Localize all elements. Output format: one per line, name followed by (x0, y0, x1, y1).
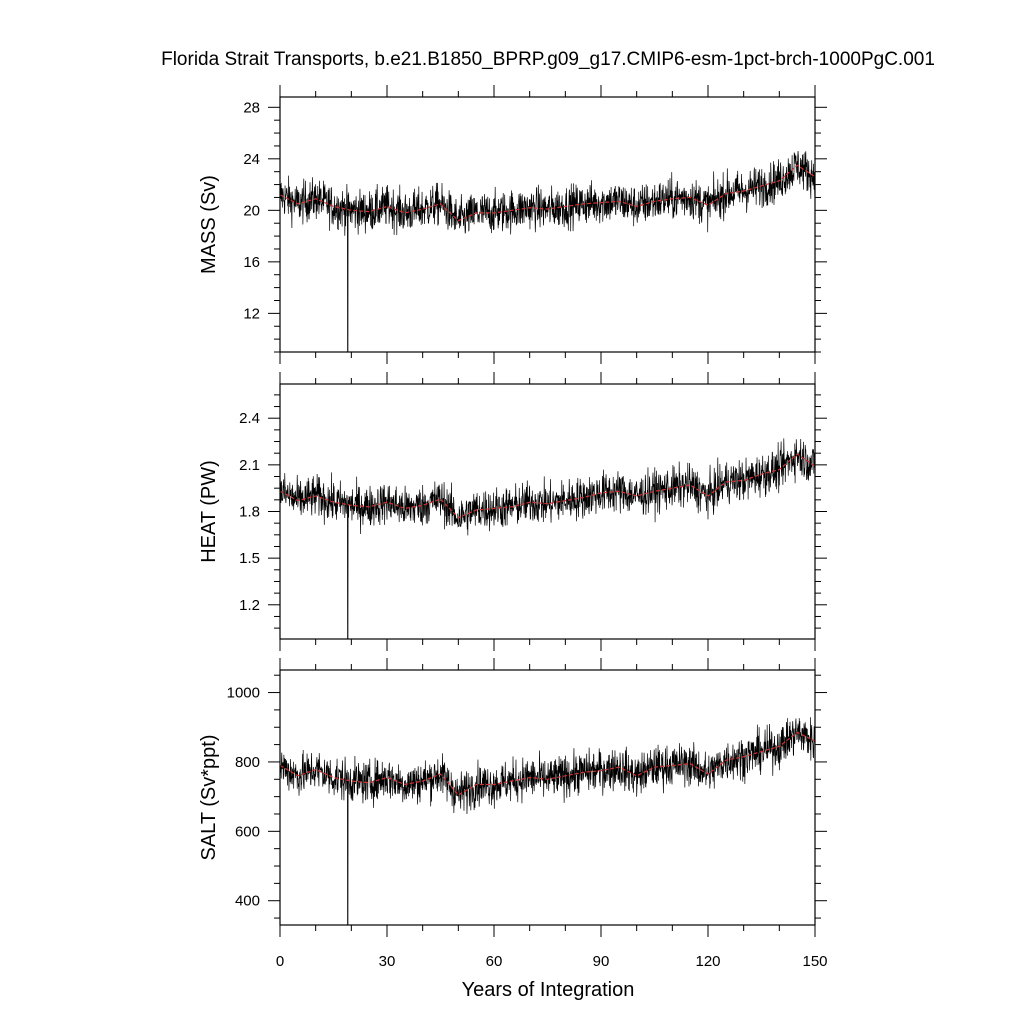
y-tick-label: 800 (235, 754, 260, 771)
y-tick-label: 20 (243, 202, 260, 219)
series-monthly-line (280, 717, 815, 925)
x-tick-label: 120 (695, 953, 720, 970)
y-tick-label: 1.5 (239, 550, 260, 567)
x-tick-label: 0 (276, 953, 284, 970)
plot-panels: 12 16 20 24 28 MASS (Sv) 1.2 1.5 1.8 2.1 2.4 HEAT (… (198, 85, 827, 937)
y-tick-label: 28 (243, 99, 260, 116)
y-tick-label: 2.4 (239, 410, 260, 427)
y-tick-label: 1.2 (239, 597, 260, 614)
panel-1: 12 16 20 24 28 MASS (Sv) (198, 85, 827, 364)
y-axis-label: HEAT (PW) (198, 460, 220, 563)
panel-3: 400 600 800 1000 SALT (Sv*ppt) (198, 658, 827, 937)
y-tick-label: 600 (235, 823, 260, 840)
y-axis-label: SALT (Sv*ppt) (198, 735, 220, 861)
plot-frame (279, 669, 816, 926)
y-axis-label: MASS (Sv) (198, 175, 220, 274)
y-tick-label: 24 (243, 151, 260, 168)
y-tick-label: 1000 (227, 685, 260, 702)
panel-2: 1.2 1.5 1.8 2.1 2.4 HEAT (PW) (198, 372, 827, 651)
series-smoothed-line (280, 164, 815, 222)
x-tick-label: 90 (593, 953, 610, 970)
x-tick-label: 150 (802, 953, 827, 970)
x-tick-label: 60 (486, 953, 503, 970)
series-monthly-line (280, 438, 815, 639)
x-axis: 0 30 60 90 120 150 (276, 953, 828, 970)
chart-title: Florida Strait Transports, b.e21.B1850_B… (161, 49, 935, 70)
x-tick-label: 30 (379, 953, 396, 970)
y-tick-label: 16 (243, 254, 260, 271)
x-axis-label: Years of Integration (462, 979, 635, 1001)
y-tick-label: 2.1 (239, 457, 260, 474)
series-smoothed-line (280, 453, 815, 519)
y-tick-label: 12 (243, 305, 260, 322)
plot-frame (279, 96, 816, 353)
series-smoothed-line (280, 731, 815, 796)
y-tick-label: 1.8 (239, 504, 260, 521)
y-tick-label: 400 (235, 893, 260, 910)
series-monthly-line (280, 150, 815, 352)
